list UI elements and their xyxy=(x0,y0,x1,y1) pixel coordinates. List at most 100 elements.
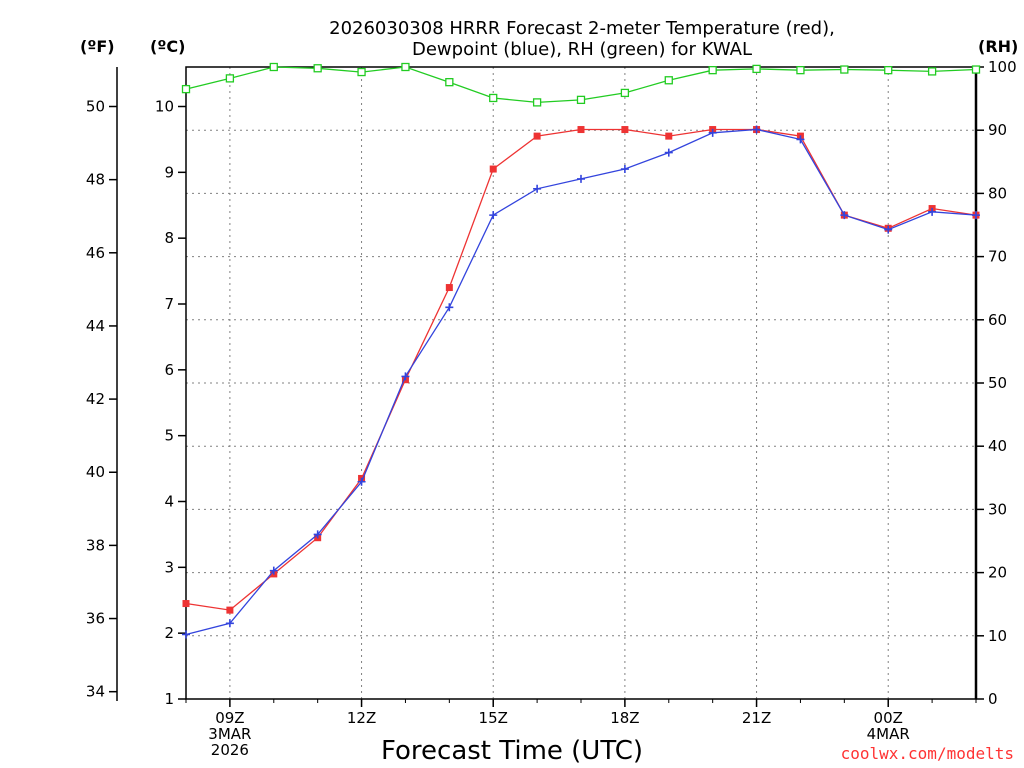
fahrenheit-tick-label: 36 xyxy=(86,610,105,628)
rh-point xyxy=(796,66,805,75)
fahrenheit-tick-label: 44 xyxy=(86,317,105,335)
dewpoint-point xyxy=(577,174,585,183)
axes-layer: 1234567891034363840424446485001020304050… xyxy=(86,58,1017,759)
fahrenheit-tick-label: 40 xyxy=(86,463,105,481)
celsius-tick-label: 2 xyxy=(164,624,174,642)
rh-point xyxy=(752,64,761,74)
celsius-tick-label: 1 xyxy=(164,690,174,708)
dewpoint-point xyxy=(533,184,542,193)
dewpoint-point xyxy=(225,619,234,628)
dewpoint-point xyxy=(445,303,454,312)
temperature-point xyxy=(182,600,190,608)
rh-point xyxy=(927,67,937,76)
x-tick-label: 21Z xyxy=(742,709,771,727)
dewpoint-point xyxy=(708,128,717,137)
rh-tick-label: 10 xyxy=(988,627,1007,645)
fahrenheit-tick-label: 46 xyxy=(86,244,105,262)
rh-tick-label: 80 xyxy=(988,184,1007,202)
rh-point xyxy=(840,65,849,74)
rh-tick-label: 20 xyxy=(988,564,1007,582)
rh-tick-label: 90 xyxy=(988,121,1007,139)
celsius-tick-label: 10 xyxy=(155,98,174,116)
fahrenheit-tick-label: 42 xyxy=(86,390,105,408)
fahrenheit-tick-label: 38 xyxy=(86,536,105,554)
plot-frame xyxy=(185,66,977,700)
rh-point xyxy=(181,84,191,94)
rh-point xyxy=(664,76,673,85)
dewpoint-point xyxy=(884,225,893,234)
grid-layer xyxy=(186,67,976,699)
dewpoint-point xyxy=(620,165,629,174)
series-dewpoint xyxy=(182,125,980,639)
rh-tick-label: 60 xyxy=(988,311,1007,329)
series-line-dewpoint xyxy=(185,128,977,636)
dewpoint-point xyxy=(182,630,190,639)
x-tick-label: 4MAR xyxy=(867,725,910,743)
rh-point xyxy=(401,62,410,72)
series-rh xyxy=(181,62,981,107)
dewpoint-point xyxy=(840,211,849,220)
dewpoint-point xyxy=(489,211,498,220)
temperature-point xyxy=(489,165,497,173)
celsius-unit-label: (ºC) xyxy=(150,37,185,56)
x-tick-label: 18Z xyxy=(610,709,639,727)
rh-point xyxy=(489,93,498,103)
dewpoint-point xyxy=(752,125,761,134)
celsius-tick-label: 9 xyxy=(164,163,174,181)
dewpoint-point xyxy=(664,148,673,157)
x-tick-label: 12Z xyxy=(347,709,376,727)
rh-tick-label: 0 xyxy=(988,690,998,708)
series-temperature xyxy=(182,126,980,614)
dewpoint-point xyxy=(357,477,366,486)
temperature-point xyxy=(226,606,234,614)
dewpoint-point xyxy=(269,566,278,575)
chart-title-line-2: Dewpoint (blue), RH (green) for KWAL xyxy=(412,39,752,60)
x-tick-label: 15Z xyxy=(479,709,508,727)
celsius-tick-label: 8 xyxy=(164,229,174,247)
celsius-tick-label: 7 xyxy=(164,295,174,313)
rh-point xyxy=(225,74,235,83)
dewpoint-point xyxy=(972,211,980,220)
dewpoint-point xyxy=(796,135,805,144)
rh-point xyxy=(313,64,322,73)
rh-tick-label: 50 xyxy=(988,374,1007,392)
rh-point xyxy=(708,66,717,75)
temperature-point xyxy=(577,126,585,134)
celsius-tick-label: 3 xyxy=(164,558,174,576)
chart-title-line-1: 2026030308 HRRR Forecast 2-meter Tempera… xyxy=(329,18,835,39)
rh-point xyxy=(971,65,981,74)
rh-point xyxy=(620,88,630,98)
series-layer xyxy=(181,62,981,639)
temperature-point xyxy=(445,284,453,292)
x-tick-label: 2026 xyxy=(211,741,249,759)
x-tick-label: 09Z xyxy=(215,709,244,727)
celsius-tick-label: 4 xyxy=(164,493,174,511)
temperature-point xyxy=(621,126,629,134)
celsius-tick-label: 5 xyxy=(164,427,174,445)
rh-point xyxy=(532,98,542,107)
temperature-point xyxy=(665,132,673,140)
rh-point xyxy=(269,62,278,72)
dewpoint-point xyxy=(401,372,410,381)
x-axis-title: Forecast Time (UTC) xyxy=(381,736,643,766)
x-tick-label: 3MAR xyxy=(208,725,251,743)
rh-point xyxy=(884,66,893,75)
dewpoint-point xyxy=(928,207,937,216)
rh-tick-label: 70 xyxy=(988,248,1007,266)
rh-tick-label: 40 xyxy=(988,437,1007,455)
rh-tick-label: 100 xyxy=(988,58,1017,76)
rh-point xyxy=(445,78,454,87)
fahrenheit-unit-label: (ºF) xyxy=(80,37,115,56)
fahrenheit-tick-label: 50 xyxy=(86,98,105,116)
dewpoint-point xyxy=(313,530,322,539)
x-tick-label: 00Z xyxy=(874,709,903,727)
fahrenheit-tick-label: 34 xyxy=(86,683,105,701)
temperature-point xyxy=(533,132,541,140)
rh-point xyxy=(576,95,586,105)
celsius-tick-label: 6 xyxy=(164,361,174,379)
rh-point xyxy=(357,67,366,77)
rh-unit-label: (RH) xyxy=(978,37,1018,56)
rh-tick-label: 30 xyxy=(988,500,1007,518)
series-line-temperature xyxy=(185,128,977,611)
